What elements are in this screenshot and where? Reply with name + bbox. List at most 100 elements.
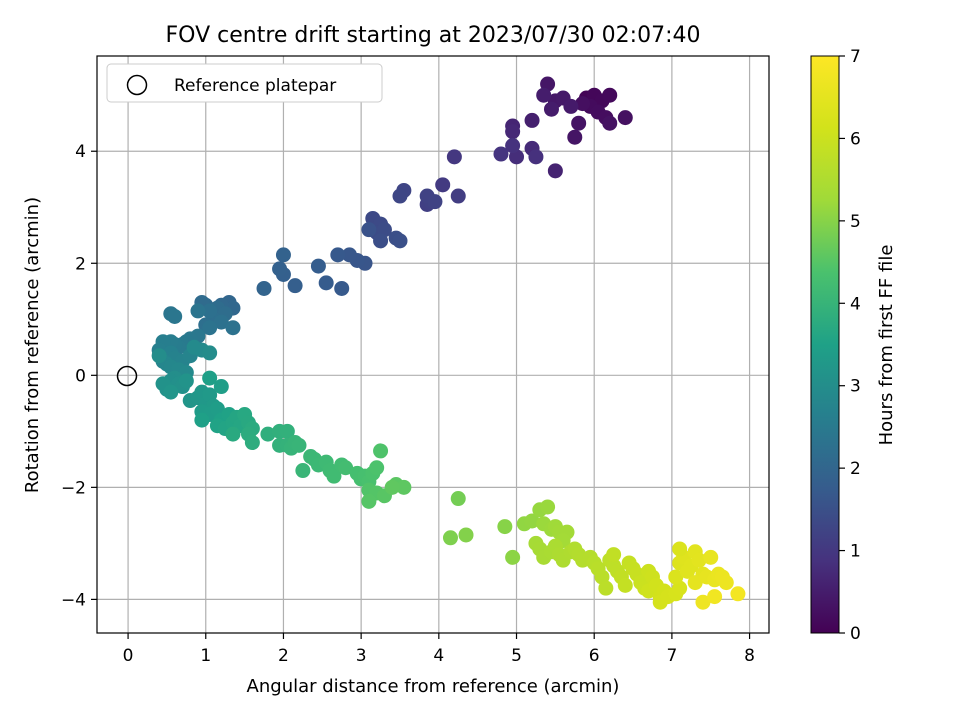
data-point xyxy=(330,247,346,263)
data-point xyxy=(396,479,412,495)
data-point xyxy=(606,547,622,563)
data-point xyxy=(450,491,466,507)
y-tick-label: 0 xyxy=(75,366,86,386)
data-point xyxy=(373,443,389,459)
data-point xyxy=(617,110,633,126)
x-tick-label: 7 xyxy=(666,646,677,666)
legend-box xyxy=(106,63,383,103)
data-point xyxy=(691,552,707,568)
colorbar-tick-label: 1 xyxy=(850,542,861,562)
data-point xyxy=(361,493,377,509)
colorbar-gradient xyxy=(810,55,840,634)
data-point xyxy=(602,115,618,131)
data-point xyxy=(450,188,466,204)
data-point xyxy=(458,527,474,543)
data-point xyxy=(695,594,711,610)
data-point xyxy=(244,435,260,451)
data-point xyxy=(602,87,618,103)
data-point xyxy=(326,468,342,484)
data-point xyxy=(275,247,291,263)
data-point xyxy=(730,586,746,602)
data-point xyxy=(505,124,521,140)
data-point xyxy=(497,519,513,535)
legend-reference-marker xyxy=(126,74,148,96)
y-tick-label: −2 xyxy=(61,478,86,498)
colorbar-ticks: 0 1 2 3 4 5 6 7 xyxy=(839,47,861,644)
data-point xyxy=(272,261,288,277)
data-point xyxy=(287,278,303,294)
data-point xyxy=(202,303,218,319)
plot-frame xyxy=(96,55,770,634)
data-point xyxy=(493,146,509,162)
data-point xyxy=(202,345,218,361)
data-point xyxy=(392,233,408,249)
data-point xyxy=(536,87,552,103)
y-tick-label: 4 xyxy=(75,142,86,162)
data-point xyxy=(225,426,241,442)
colorbar-label: Hours from first FF file xyxy=(876,245,897,446)
data-point xyxy=(202,320,218,336)
data-point xyxy=(668,569,684,585)
data-point xyxy=(540,499,556,515)
colorbar-tick-label: 2 xyxy=(850,459,861,479)
data-point xyxy=(575,96,591,112)
x-tick-label: 1 xyxy=(200,646,211,666)
colorbar-tick-label: 0 xyxy=(850,624,861,644)
data-point xyxy=(442,530,458,546)
data-point xyxy=(338,460,354,476)
x-tick-label: 0 xyxy=(123,646,134,666)
data-point xyxy=(563,98,579,114)
x-tick-label: 6 xyxy=(589,646,600,666)
data-point xyxy=(369,460,385,476)
data-point xyxy=(163,384,179,400)
data-point xyxy=(384,479,400,495)
data-point xyxy=(703,549,719,565)
data-point xyxy=(295,463,311,479)
data-point xyxy=(446,149,462,165)
data-point xyxy=(543,101,559,117)
colorbar-tick-label: 3 xyxy=(850,377,861,397)
data-point xyxy=(672,541,688,557)
x-tick-label: 4 xyxy=(433,646,444,666)
y-axis-ticks: −4 −2 0 2 4 xyxy=(61,142,97,610)
data-points xyxy=(151,76,746,610)
colorbar: 0 1 2 3 4 5 6 7 Hours from first FF file xyxy=(810,47,897,644)
data-point xyxy=(256,280,272,296)
data-point xyxy=(194,412,210,428)
data-point xyxy=(598,580,614,596)
x-axis-ticks: 0 1 2 3 4 5 6 7 8 xyxy=(123,633,755,666)
data-point xyxy=(178,373,194,389)
data-point xyxy=(225,320,241,336)
data-point xyxy=(310,258,326,274)
data-point xyxy=(524,513,540,529)
y-tick-label: −4 xyxy=(61,590,86,610)
data-point xyxy=(505,549,521,565)
data-point xyxy=(279,423,295,439)
colorbar-tick-label: 6 xyxy=(850,129,861,149)
y-tick-label: 2 xyxy=(75,254,86,274)
data-point xyxy=(213,379,229,395)
data-point xyxy=(213,314,229,330)
data-point xyxy=(524,112,540,128)
x-tick-label: 5 xyxy=(511,646,522,666)
data-point xyxy=(547,163,563,179)
legend-label: Reference platepar xyxy=(174,76,336,96)
colorbar-tick-label: 5 xyxy=(850,212,861,232)
x-axis-label: Angular distance from reference (arcmin) xyxy=(247,676,620,697)
data-point xyxy=(151,348,167,364)
colorbar-tick-label: 7 xyxy=(850,47,861,67)
data-point xyxy=(505,138,521,154)
y-axis-label: Rotation from reference (arcmin) xyxy=(22,197,43,493)
data-point xyxy=(567,129,583,145)
data-point xyxy=(167,308,183,324)
data-point xyxy=(435,177,451,193)
data-point xyxy=(571,115,587,131)
reference-marker xyxy=(116,365,138,387)
x-tick-label: 3 xyxy=(356,646,367,666)
data-point xyxy=(291,437,307,453)
data-point xyxy=(707,589,723,605)
x-tick-label: 2 xyxy=(278,646,289,666)
data-point xyxy=(341,247,357,263)
data-point xyxy=(318,275,334,291)
